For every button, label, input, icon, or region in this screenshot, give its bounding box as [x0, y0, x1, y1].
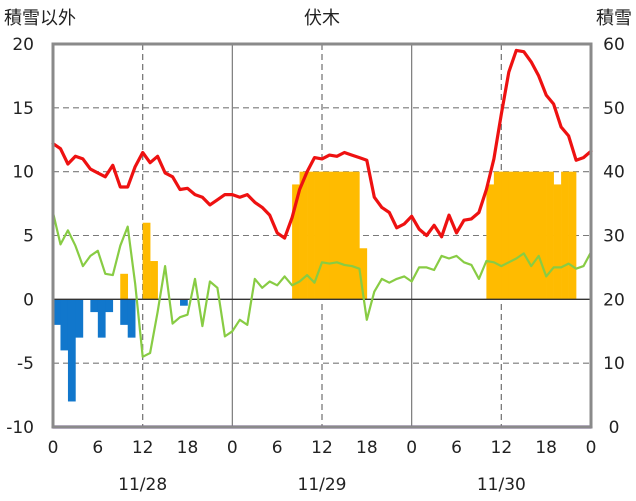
x-tick-label: 0: [586, 438, 597, 458]
bars-layer: [53, 171, 577, 402]
bar: [75, 299, 84, 338]
x-tick-label: 12: [491, 438, 513, 458]
left-tick-label: -10: [6, 418, 34, 438]
date-label: 11/30: [477, 475, 526, 495]
date-label: 11/29: [298, 475, 347, 495]
x-tick-labels: 0 6 12 18 0 6 12 18 0 6 12 18 0: [48, 438, 597, 458]
bar: [60, 299, 69, 351]
series-line: [51, 48, 593, 240]
x-tick-label: 18: [356, 438, 378, 458]
x-tick-label: 12: [132, 438, 154, 458]
right-tick-label: 60: [603, 35, 625, 55]
x-tick-label: 0: [48, 438, 59, 458]
bar: [359, 248, 368, 300]
bar: [53, 299, 61, 325]
x-tick-label: 6: [92, 438, 103, 458]
bar: [314, 171, 323, 300]
bar: [97, 299, 106, 338]
x-tick-label: 18: [535, 438, 557, 458]
right-tick-label: 30: [603, 227, 625, 247]
bar: [568, 171, 577, 300]
bar: [150, 261, 158, 300]
x-tick-label: 0: [406, 438, 417, 458]
left-tick-label: 20: [12, 35, 34, 55]
bar: [105, 299, 114, 313]
bar: [538, 171, 547, 300]
bar: [516, 171, 525, 300]
bar: [180, 299, 188, 306]
frame-layer: [51, 42, 593, 429]
left-tick-label: 0: [23, 290, 34, 310]
bar: [329, 171, 338, 300]
right-tick-label: 0: [609, 418, 620, 438]
date-labels: 11/28 11/29 11/30: [118, 475, 526, 495]
x-tick-label: 6: [451, 438, 462, 458]
left-tick-labels: 20 15 10 5 0 -5 -10: [6, 35, 34, 438]
right-tick-label: 20: [603, 290, 625, 310]
left-tick-label: 15: [12, 99, 34, 119]
bar: [307, 171, 315, 300]
x-tick-label: 0: [227, 438, 238, 458]
x-tick-label: 12: [311, 438, 333, 458]
right-tick-labels: 60 50 40 30 20 10 0: [603, 35, 625, 438]
bar: [292, 184, 300, 300]
bar: [351, 171, 360, 300]
x-tick-label: 18: [177, 438, 199, 458]
x-tick-label: 6: [272, 438, 283, 458]
left-tick-label: -5: [17, 354, 34, 374]
right-tick-label: 10: [603, 354, 625, 374]
bar: [501, 171, 510, 300]
bar: [344, 171, 353, 300]
left-tick-label: 10: [12, 163, 34, 183]
bar: [493, 171, 502, 300]
bar: [553, 184, 562, 300]
right-tick-label: 50: [603, 99, 625, 119]
bar: [90, 299, 99, 313]
bar: [531, 171, 539, 300]
bar: [523, 171, 532, 300]
right-tick-label: 40: [603, 163, 625, 183]
bar: [127, 299, 136, 338]
bar: [322, 171, 330, 300]
bar: [142, 222, 151, 300]
bar: [120, 299, 129, 325]
bar: [120, 273, 129, 300]
bar: [67, 299, 76, 402]
bar: [299, 171, 308, 300]
bar: [486, 184, 495, 300]
series-line: [51, 211, 593, 358]
plot-frame: [51, 42, 593, 429]
bar: [561, 171, 569, 300]
bar: [508, 171, 517, 300]
bar: [546, 171, 554, 300]
chart-title: 伏木: [304, 8, 340, 29]
date-label: 11/28: [118, 475, 167, 495]
left-axis-label: 積雪以外: [4, 8, 76, 29]
left-tick-label: 5: [23, 227, 34, 247]
bar: [336, 171, 345, 300]
right-axis-label: 積雪: [596, 8, 632, 29]
